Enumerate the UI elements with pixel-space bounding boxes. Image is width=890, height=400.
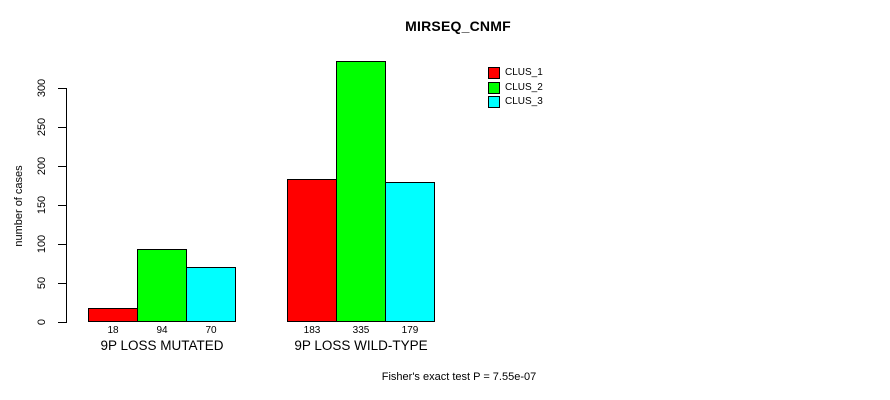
y-axis-tick bbox=[58, 244, 66, 245]
bar-value-label: 70 bbox=[205, 325, 217, 336]
bar-value-label: 183 bbox=[303, 325, 321, 336]
y-axis-tick-label: 100 bbox=[36, 234, 48, 254]
bar-clus-2-group2 bbox=[336, 61, 386, 322]
y-axis-tick bbox=[58, 283, 66, 284]
y-axis-tick-label: 0 bbox=[36, 318, 48, 326]
legend-swatch-clus-2 bbox=[488, 81, 500, 94]
legend-label: CLUS_3 bbox=[505, 96, 543, 107]
y-axis-tick-label: 250 bbox=[36, 117, 48, 137]
bar-value-label: 94 bbox=[156, 325, 168, 336]
legend-swatch-clus-1 bbox=[488, 67, 500, 79]
y-axis-tick bbox=[58, 127, 66, 128]
y-axis-tick-label: 50 bbox=[36, 276, 48, 290]
annotation-pvalue: Fisher's exact test P = 7.55e-07 bbox=[381, 371, 537, 383]
bar-clus-1-group2 bbox=[287, 179, 337, 322]
y-axis-tick-label: 200 bbox=[36, 156, 48, 176]
bar-value-label: 18 bbox=[107, 325, 119, 336]
y-axis-tick bbox=[58, 166, 66, 167]
bar-value-label: 335 bbox=[352, 325, 370, 336]
bar-clus-1-group1 bbox=[88, 308, 138, 322]
y-axis-tick bbox=[58, 205, 66, 206]
y-axis-line bbox=[66, 88, 67, 323]
y-axis-tick bbox=[58, 322, 66, 323]
legend-label: CLUS_2 bbox=[505, 81, 543, 93]
category-label: 9P LOSS MUTATED bbox=[100, 338, 224, 353]
y-axis-tick bbox=[58, 88, 66, 89]
bar-clus-2-group1 bbox=[137, 249, 187, 322]
category-label: 9P LOSS WILD-TYPE bbox=[294, 338, 428, 353]
bar-clus-3-group2 bbox=[385, 182, 435, 322]
legend-label: CLUS_1 bbox=[505, 67, 543, 78]
y-axis-tick-label: 150 bbox=[36, 195, 48, 215]
bar-value-label: 179 bbox=[401, 325, 419, 336]
legend-swatch-clus-3 bbox=[488, 96, 500, 108]
bar-clus-3-group1 bbox=[186, 267, 236, 322]
chart-title: MIRSEQ_CNMF bbox=[405, 18, 511, 34]
y-axis-tick-label: 300 bbox=[36, 78, 48, 98]
